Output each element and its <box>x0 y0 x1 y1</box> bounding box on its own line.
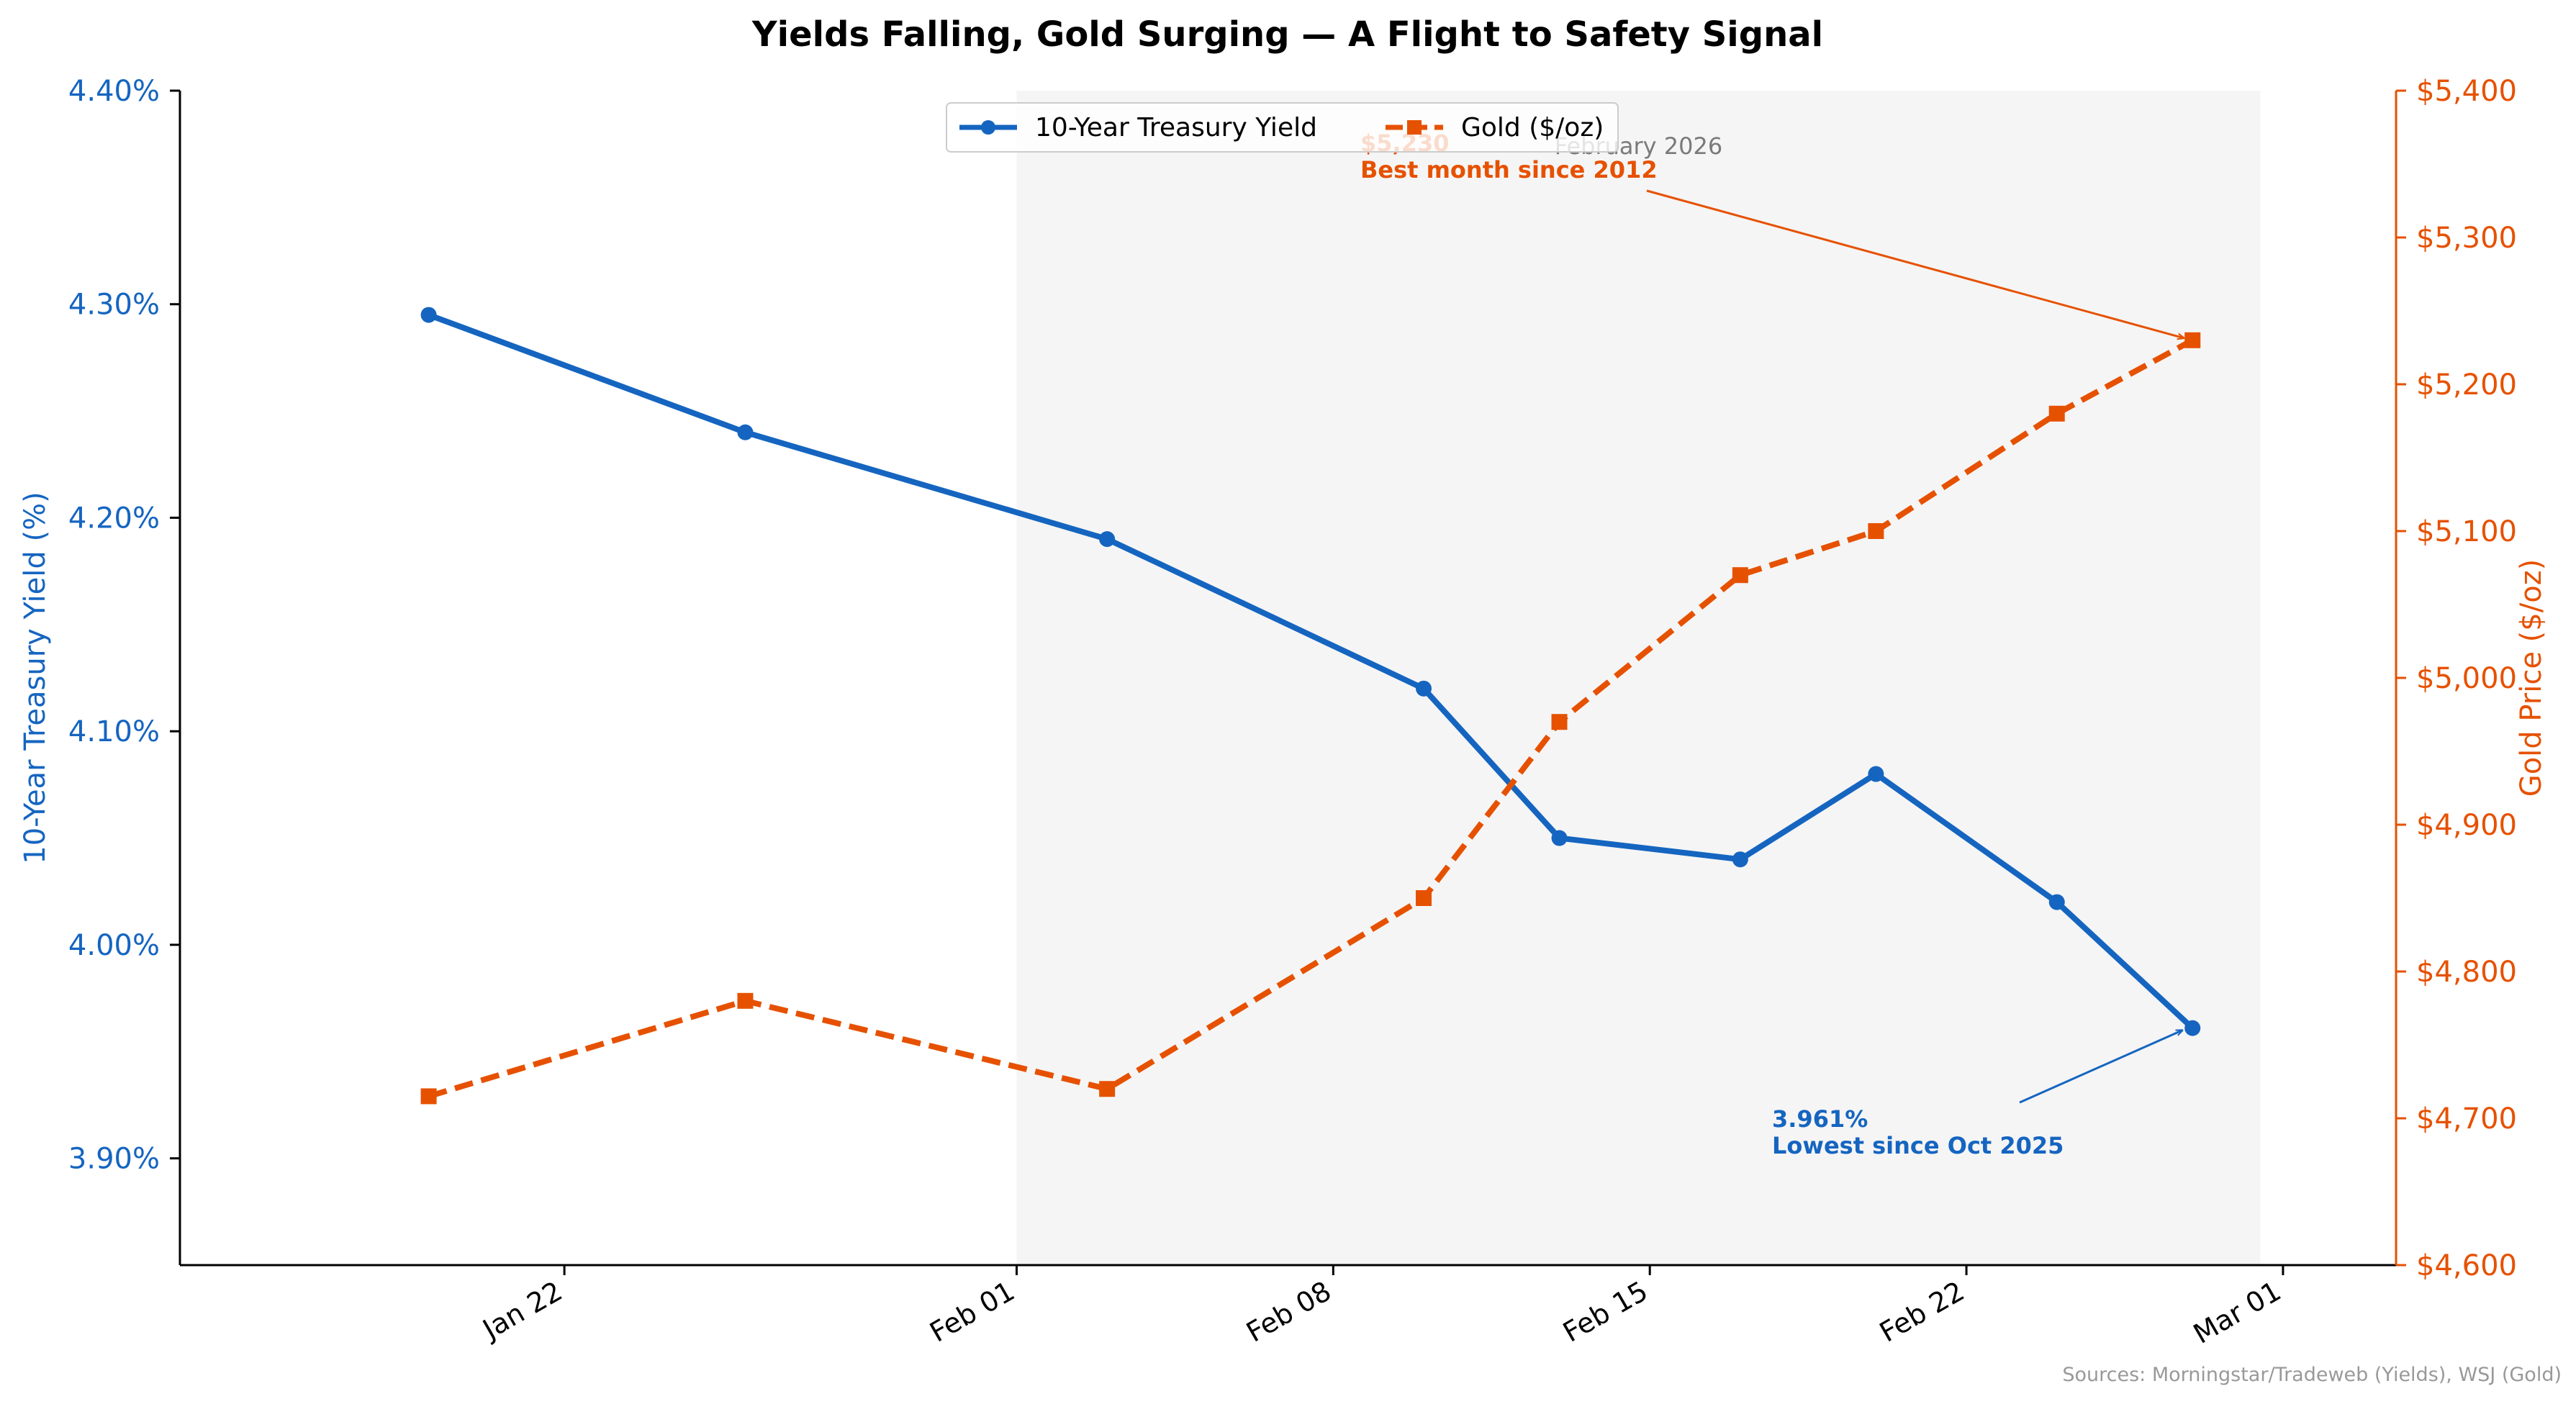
february-shaded-region <box>1016 91 2261 1265</box>
right-y-tick-label: $5,000 <box>2416 662 2517 695</box>
x-tick-label: Mar 01 <box>2188 1275 2286 1350</box>
gold-data-point <box>420 1088 437 1105</box>
right-y-tick-label: $5,400 <box>2416 75 2517 108</box>
gold-data-point <box>1732 567 1748 584</box>
yield-data-point <box>737 424 754 440</box>
yield-annotation-arrow <box>2019 1031 2182 1104</box>
gold-annotation-arrow <box>1646 189 2184 338</box>
left-y-tick-label: 4.20% <box>68 502 160 535</box>
right-y-tick-label: $4,700 <box>2416 1102 2517 1136</box>
legend-yield-label: 10-Year Treasury Yield <box>1035 113 1317 142</box>
x-tick-label: Feb 15 <box>1558 1275 1653 1349</box>
gold-data-point <box>2184 332 2201 348</box>
yield-data-point <box>1551 830 1568 846</box>
yield-data-point <box>1099 531 1116 548</box>
gold-data-point <box>2048 405 2065 422</box>
gold-data-point <box>1551 714 1568 730</box>
left-y-tick-label: 4.30% <box>68 289 160 322</box>
legend-yield-marker <box>981 120 995 135</box>
gold-data-point <box>1416 890 1432 906</box>
gold-data-point <box>1868 523 1884 539</box>
yield-data-point <box>1732 851 1748 868</box>
x-tick-label: Feb 01 <box>924 1275 1020 1349</box>
right-y-tick-label: $5,100 <box>2416 515 2517 548</box>
left-y-tick-label: 4.40% <box>68 75 160 108</box>
left-y-tick-label: 4.00% <box>68 929 160 962</box>
yield-data-point <box>1416 680 1432 697</box>
gold-annotation-note: Best month since 2012 <box>1360 156 1658 184</box>
right-y-tick-label: $4,900 <box>2416 809 2517 842</box>
left-y-tick-label: 4.10% <box>68 715 160 748</box>
chart-title: Yields Falling, Gold Surging — A Flight … <box>751 14 1823 55</box>
yield-data-point <box>1868 766 1884 782</box>
yield-annotation-note: Lowest since Oct 2025 <box>1772 1132 2064 1159</box>
right-y-tick-label: $4,600 <box>2416 1249 2517 1282</box>
right-y-axis-label: Gold Price ($/oz) <box>2515 559 2548 797</box>
x-tick-label: Feb 22 <box>1874 1275 1970 1349</box>
source-note: Sources: Morningstar/Tradeweb (Yields), … <box>2062 1364 2562 1386</box>
left-y-tick-label: 3.90% <box>68 1143 160 1176</box>
yield-data-point <box>420 307 437 323</box>
right-y-tick-label: $4,800 <box>2416 956 2517 989</box>
left-y-axis-label: 10-Year Treasury Yield (%) <box>19 492 52 864</box>
yield-annotation-value: 3.961% <box>1772 1105 1868 1133</box>
yield-data-point <box>2048 894 2065 910</box>
legend: 10-Year Treasury Yield Gold ($/oz) <box>946 102 1619 153</box>
legend-box <box>946 102 1619 153</box>
right-y-tick-label: $5,200 <box>2416 368 2517 402</box>
right-y-tick-label: $5,300 <box>2416 222 2517 255</box>
series-layer <box>420 307 2201 1105</box>
legend-gold-marker <box>1407 120 1422 135</box>
legend-gold-label: Gold ($/oz) <box>1461 113 1604 142</box>
x-tick-label: Feb 08 <box>1241 1275 1337 1349</box>
yield-data-point <box>2184 1020 2201 1036</box>
x-tick-label: Jan 22 <box>476 1275 568 1346</box>
gold-data-point <box>737 992 754 1009</box>
gold-data-point <box>1099 1081 1116 1097</box>
